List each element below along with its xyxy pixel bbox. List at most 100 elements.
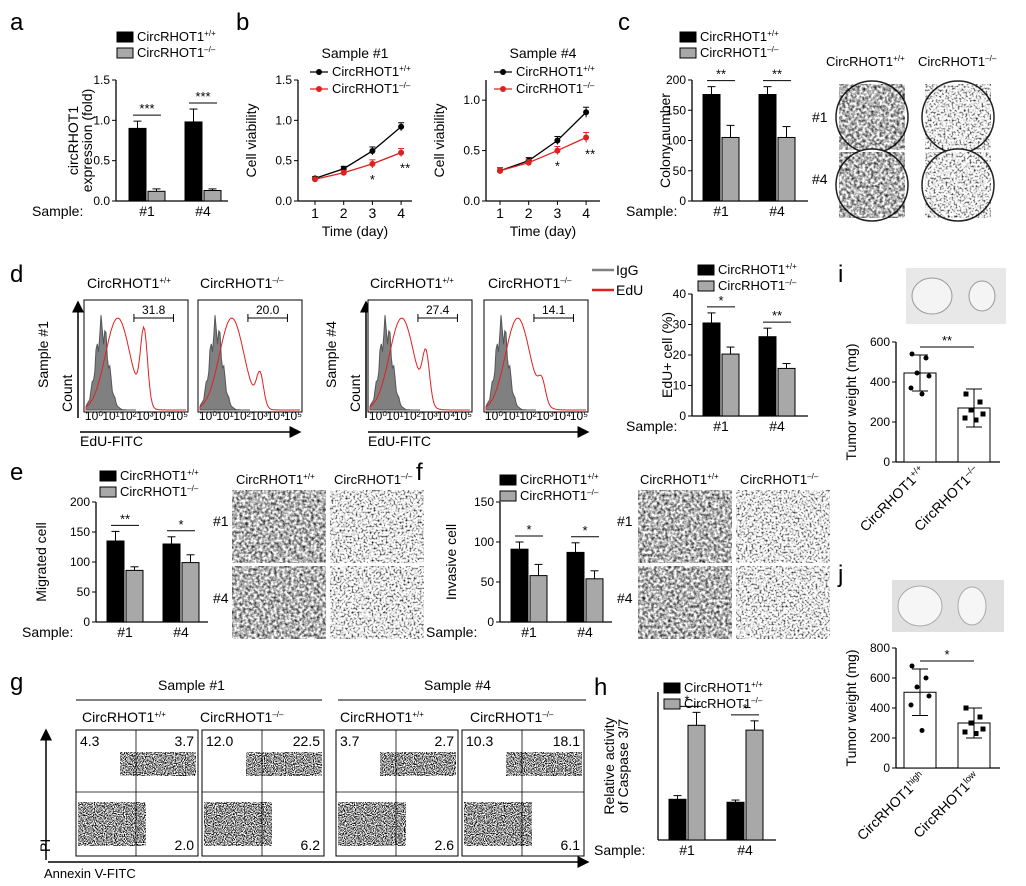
- a-legend-wt: CircRHOT1+/+: [137, 29, 216, 44]
- b1-point-0-3: [398, 123, 405, 130]
- i-ytick-1: 200: [870, 415, 890, 429]
- a-bar-1-1: [203, 190, 222, 202]
- h-xcat-1: #4: [737, 842, 753, 858]
- b1-sig-0: *: [370, 172, 375, 187]
- i-point-0-1: [923, 355, 929, 361]
- flow-g-ylabel: PI: [37, 839, 53, 852]
- b1-legend-dot-wt: [316, 69, 322, 75]
- e-ylabel: Migrated cell: [33, 522, 49, 601]
- flow-dotplots-g: Sample #1 Sample #4 CircRHOT1+/+ CircRHO…: [37, 677, 590, 881]
- flow-g-cluster-main-1: [204, 802, 272, 846]
- d-xcat-1: #4: [769, 418, 785, 434]
- tumor-i-ko: [968, 280, 996, 312]
- inv-header-wt: CircRHOT1+/+: [640, 472, 719, 487]
- j-point-0-5: [919, 728, 925, 733]
- a-bar-0-0: [128, 127, 147, 202]
- a-ytick-2: 1.0: [93, 113, 110, 127]
- i-point-1-2: [968, 407, 974, 413]
- mig-img-wt-1: [232, 490, 326, 563]
- invasion-images: CircRHOT1+/+ CircRHOT1–/– #1 #4: [617, 472, 830, 639]
- j-point-1-1: [977, 714, 983, 720]
- inv-row-1: #1: [617, 513, 633, 529]
- e-ytick-0: 0: [83, 615, 90, 629]
- panel-letter-h: h: [594, 674, 607, 701]
- flow-g-cluster-main-0: [78, 802, 146, 846]
- flow-d-axis-tick-0-5: 10⁵: [170, 409, 188, 423]
- h-bar-1-1: [745, 729, 764, 841]
- d-sig-1: **: [772, 308, 782, 323]
- a-ytick-3: 1.5: [93, 73, 110, 87]
- e-legend-ko: CircRHOT1–/–: [120, 484, 199, 499]
- b1-legend-ko: CircRHOT1–/–: [332, 81, 411, 96]
- inv-img-wt-4: [638, 566, 732, 639]
- c-sample-prefix: Sample:: [626, 203, 677, 219]
- flow-g-q-ul-0: 4.3: [80, 733, 100, 749]
- tumor-j-low: [957, 586, 987, 626]
- migration-images: CircRHOT1+/+ CircRHOT1–/– #1 #4: [213, 472, 424, 639]
- flow-d-axis-tick-2-5: 10⁵: [454, 409, 472, 423]
- b2-ytick-1: 0.5: [463, 144, 480, 158]
- flow-d-header-ko-1: CircRHOT1–/–: [200, 275, 284, 291]
- d-ytick-4: 40: [673, 287, 687, 301]
- e-sig-0: **: [120, 511, 130, 526]
- b2-xtick-1: 2: [525, 205, 533, 221]
- flow-d-axis-tick-2-0: 10⁰: [369, 409, 387, 423]
- colony-plate-wt-4: [835, 148, 909, 222]
- d-ytick-2: 20: [673, 348, 687, 362]
- b2-title: Sample #4: [510, 45, 577, 61]
- e-bar-1-0: [125, 569, 144, 623]
- j-point-1-3: [980, 726, 986, 732]
- panel-letters: a b c d e f g h i j: [10, 9, 843, 701]
- panel-letter-b: b: [236, 9, 249, 36]
- panel-letter-d: d: [10, 261, 23, 288]
- f-xcat-1: #4: [577, 624, 593, 640]
- flow-g-q-ur-2: 2.7: [435, 733, 455, 749]
- e-bar-0-0: [106, 540, 125, 623]
- b1-ytick-2: 1.0: [275, 113, 292, 127]
- colony-plate-ko-1: [921, 80, 995, 154]
- c-xcat-1: #4: [769, 203, 785, 219]
- flow-d-axis-tick-3-4: 10⁴: [553, 409, 572, 423]
- b1-ytick-0: 0.0: [275, 194, 292, 208]
- b2-legend-wt: CircRHOT1+/+: [516, 64, 595, 79]
- f-xcat-0: #1: [521, 624, 537, 640]
- b2-xtick-2: 3: [554, 205, 562, 221]
- flow-g-cluster-upper-3: [506, 752, 582, 776]
- i-point-1-5: [973, 417, 979, 423]
- flow-histograms-d: CircRHOT1+/+ CircRHOT1–/– CircRHOT1+/+ C…: [35, 262, 643, 449]
- b1-xlabel: Time (day): [322, 223, 388, 239]
- inv-header-ko: CircRHOT1–/–: [740, 472, 819, 487]
- e-ytick-4: 200: [70, 495, 90, 509]
- h-legend-wt: CircRHOT1+/+: [684, 680, 763, 695]
- f-ytick-2: 100: [474, 535, 494, 549]
- colony-header-wt: CircRHOT1+/+: [826, 54, 905, 69]
- flow-g-group-4: Sample #4: [424, 677, 491, 693]
- flow-d-axis-tick-1-1: 10¹: [216, 409, 233, 423]
- d-sample-prefix: Sample:: [626, 418, 677, 434]
- d-ytick-1: 10: [673, 379, 687, 393]
- chart-b-sample4: 0.0 0.5 1.0 1 2 3 4 Time (day) Cell viability Sam…: [431, 45, 600, 239]
- b2-legend-ko: CircRHOT1–/–: [516, 81, 595, 96]
- f-sig-1: *: [582, 523, 587, 538]
- chart-e: 0 50 100 150 200 Migrated cell ** #1 * #4 Sample: C…: [22, 468, 208, 640]
- f-ytick-0: 0: [487, 615, 494, 629]
- i-sig: **: [942, 333, 952, 348]
- h-sig-0: *: [684, 692, 689, 707]
- b1-xtick-0: 1: [311, 205, 319, 221]
- h-ylabel-1: Relative activity: [601, 717, 617, 814]
- flow-d-header-wt-1: CircRHOT1+/+: [87, 275, 171, 291]
- d-bar-0-0: [702, 322, 721, 417]
- b1-xtick-2: 3: [369, 205, 377, 221]
- b2-series-line-0: [499, 111, 587, 172]
- flow-g-cluster-main-3: [464, 802, 532, 846]
- a-sig-1: ***: [195, 89, 210, 104]
- flow-d-axis-tick-1-0: 10⁰: [199, 409, 217, 423]
- j-point-0-4: [908, 702, 914, 708]
- b2-legend-dot-ko: [500, 86, 506, 92]
- colony-plate-ko-4: [921, 148, 995, 222]
- flow-g-header-ko-1: CircRHOT1–/–: [200, 709, 284, 725]
- flow-d-legend: IgG EdU: [592, 262, 643, 298]
- flow-d-igg-hist-0: [85, 315, 136, 411]
- j-point-0-3: [926, 693, 932, 699]
